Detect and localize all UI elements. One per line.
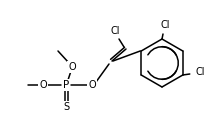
Text: O: O bbox=[39, 80, 47, 90]
Text: Cl: Cl bbox=[195, 67, 205, 77]
Text: O: O bbox=[68, 62, 76, 72]
Text: P: P bbox=[63, 80, 69, 90]
Text: O: O bbox=[88, 80, 96, 90]
Text: S: S bbox=[63, 102, 69, 112]
Text: Cl: Cl bbox=[110, 26, 120, 36]
Text: Cl: Cl bbox=[160, 20, 170, 30]
